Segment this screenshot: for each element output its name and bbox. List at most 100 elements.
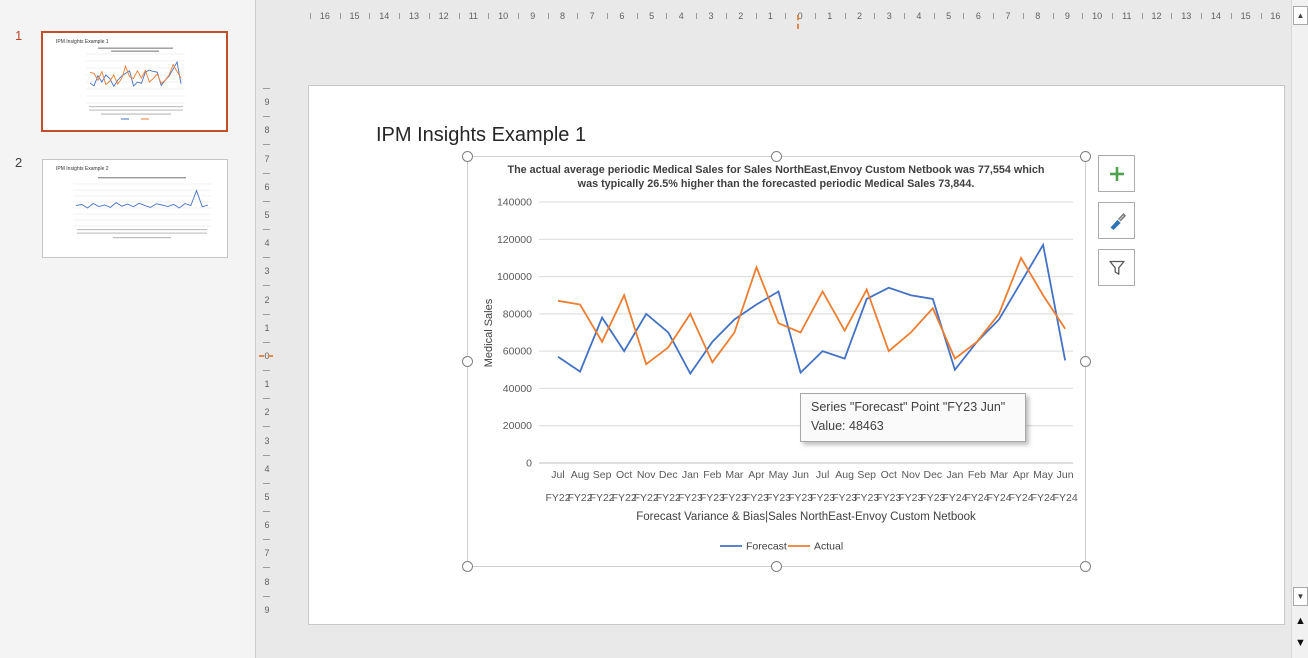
y-tick-label: 120000 (497, 234, 532, 246)
x-tick-fiscal-year: FY24 (1031, 492, 1056, 504)
chart-canvas[interactable]: 0 20000 40000 60000 80000 100000 120000 140000 J… (468, 157, 1085, 566)
thumb2-title: IPM Insights Example 2 (56, 166, 109, 172)
v-ruler-unit: 4 (258, 454, 276, 483)
v-ruler-unit: 3 (258, 426, 276, 454)
selection-handle-top-right[interactable] (1080, 151, 1091, 162)
x-tick-fiscal-year: FY22 (612, 492, 637, 504)
v-ruler-unit: 5 (258, 200, 276, 229)
h-ruler-unit: 4 (904, 6, 934, 26)
vertical-ruler-guide-marker (259, 355, 273, 357)
h-ruler-unit: 6 (607, 6, 637, 26)
selection-handle-middle-right[interactable] (1080, 355, 1091, 367)
x-tick-fiscal-year: FY22 (590, 492, 615, 504)
x-tick-month: Dec (924, 469, 943, 481)
legend-label-actual[interactable]: Actual (814, 541, 843, 553)
chart-filters-button[interactable] (1098, 249, 1135, 286)
series-line-forecast[interactable] (557, 242, 1067, 376)
x-tick-fiscal-year: FY22 (634, 492, 659, 504)
chart-elements-button[interactable] (1098, 155, 1135, 192)
h-ruler-unit: 6 (963, 6, 993, 26)
v-ruler-unit: 9 (258, 88, 276, 116)
h-ruler-unit: 13 (399, 6, 429, 26)
slide-1-thumbnail[interactable]: IPM Insights Example 1 (41, 31, 228, 132)
selection-handle-bottom-center[interactable] (770, 561, 782, 572)
x-tick-month: Apr (1013, 469, 1030, 481)
h-ruler-unit: 3 (874, 6, 904, 26)
x-tick-fiscal-year: FY22 (567, 492, 592, 504)
x-tick-fiscal-year: FY22 (545, 492, 570, 504)
slide-title[interactable]: IPM Insights Example 1 (376, 124, 587, 146)
slide-1-thumbnail-chart: IPM Insights Example 1 (56, 39, 185, 120)
h-ruler-unit: 10 (488, 6, 518, 26)
x-tick-fiscal-year: FY23 (832, 492, 857, 504)
h-ruler-unit: 7 (993, 6, 1023, 26)
h-ruler-unit: 0 (785, 6, 815, 26)
x-tick-month: Feb (968, 469, 986, 481)
vertical-scrollbar[interactable]: ▲ ▼ ▲ ▼ (1291, 0, 1308, 658)
h-ruler-unit: 16 (1260, 6, 1291, 26)
selection-handle-middle-left[interactable] (462, 355, 473, 367)
x-tick-fiscal-year: FY23 (898, 492, 923, 504)
v-ruler-unit: 7 (258, 539, 276, 567)
scroll-down-button[interactable]: ▼ (1293, 587, 1308, 606)
y-axis-title: Medical Sales (483, 298, 495, 367)
next-slide-icon: ▼ (1295, 637, 1306, 649)
paintbrush-icon (1109, 212, 1126, 230)
x-tick-month: Nov (901, 469, 920, 481)
x-tick-month: Jun (1057, 469, 1074, 481)
x-tick-month: Sep (857, 469, 876, 481)
slide-2-thumbnail-chart: IPM Insights Example 2 (56, 166, 211, 239)
h-ruler-unit: 3 (696, 6, 726, 26)
v-ruler-unit: 4 (258, 229, 276, 257)
series-line-actual[interactable] (557, 255, 1066, 366)
scroll-up-button[interactable]: ▲ (1293, 6, 1308, 25)
v-ruler-unit: 1 (258, 313, 276, 342)
h-ruler-unit: 1 (755, 6, 786, 26)
horizontal-ruler[interactable]: 16 15 14 13 12 11 10 9 8 7 6 5 4 3 2 1 0 1 2 3 4 5 6 7 8 9 10 11 12 1… (310, 6, 1290, 26)
x-tick-month: Jun (792, 469, 809, 481)
x-tick-fiscal-year: FY23 (722, 492, 747, 504)
selection-handle-top-left[interactable] (462, 151, 473, 162)
h-ruler-unit: 12 (428, 6, 459, 26)
chart-tools (1098, 155, 1136, 296)
x-tick-month: Oct (616, 469, 632, 481)
slide-2-thumbnail[interactable]: IPM Insights Example 2 (42, 159, 228, 258)
chart-object[interactable]: 0 20000 40000 60000 80000 100000 120000 140000 J… (462, 151, 1091, 572)
h-ruler-unit: 4 (666, 6, 696, 26)
v-ruler-unit: 6 (258, 511, 276, 539)
h-ruler-unit: 10 (1082, 6, 1112, 26)
v-ruler-unit: 8 (258, 567, 276, 595)
thumb1-title: IPM Insights Example 1 (56, 39, 109, 45)
slide-canvas[interactable]: IPM Insights Example 1 0 20000 40000 60000 8… (308, 85, 1285, 625)
v-ruler-unit: 8 (258, 116, 276, 144)
legend-label-forecast[interactable]: Forecast (746, 541, 787, 553)
previous-slide-button[interactable]: ▲ (1293, 612, 1308, 630)
y-tick-label: 40000 (503, 383, 532, 395)
y-tick-label: 80000 (503, 308, 532, 320)
x-tick-fiscal-year: FY23 (766, 492, 791, 504)
next-slide-button[interactable]: ▼ (1293, 634, 1308, 652)
h-ruler-unit: 1 (814, 6, 845, 26)
slide-1-number: 1 (15, 28, 23, 43)
x-tick-fiscal-year: FY24 (964, 492, 989, 504)
x-tick-fiscal-year: FY23 (876, 492, 901, 504)
x-tick-month: Feb (703, 469, 721, 481)
selection-handle-bottom-left[interactable] (462, 561, 473, 572)
x-tick-fiscal-year: FY23 (810, 492, 835, 504)
h-ruler-unit: 14 (369, 6, 399, 26)
v-ruler-unit: 5 (258, 482, 276, 511)
x-tick-month: Jul (816, 469, 829, 481)
h-ruler-unit: 9 (517, 6, 548, 26)
selection-handle-bottom-right[interactable] (1080, 561, 1091, 572)
h-ruler-unit: 14 (1201, 6, 1231, 26)
x-tick-month: Nov (637, 469, 656, 481)
h-ruler-unit: 7 (577, 6, 607, 26)
selection-handle-top-center[interactable] (770, 151, 782, 162)
x-tick-month: Mar (725, 469, 744, 481)
x-tick-month: Apr (748, 469, 765, 481)
x-tick-fiscal-year: FY24 (986, 492, 1011, 504)
h-ruler-unit: 2 (844, 6, 875, 26)
x-tick-fiscal-year: FY23 (788, 492, 813, 504)
x-tick-fiscal-year: FY23 (920, 492, 945, 504)
chart-styles-button[interactable] (1098, 202, 1135, 239)
